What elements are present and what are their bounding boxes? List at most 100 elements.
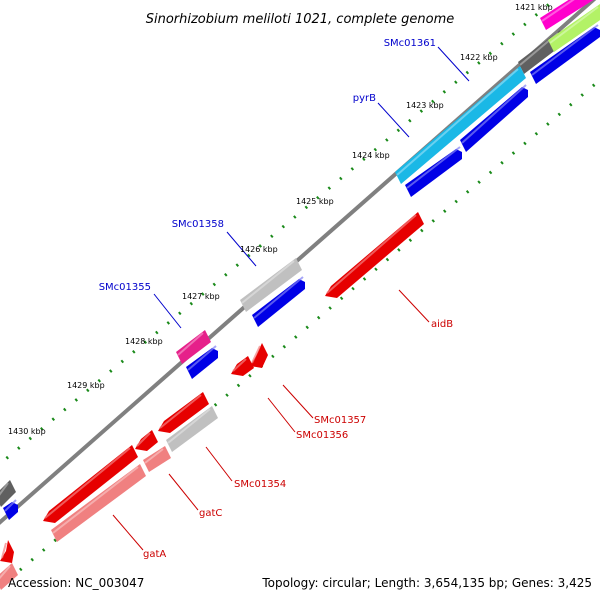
gene-label-gatA: gatA	[143, 549, 166, 560]
gene-block-smc01355	[176, 330, 211, 364]
cds-rev-smc01354-body	[158, 392, 209, 433]
leader-rev-0	[398, 289, 430, 323]
cds-fwd-smc01355-body	[186, 348, 218, 379]
cds-rev-gatC-shine	[136, 432, 151, 447]
genome-summary-text: Topology: circular; Length: 3,654,135 bp…	[261, 576, 592, 590]
cds-fwd-pyrB	[405, 146, 462, 197]
cds-rev-smc01357-shine	[251, 345, 261, 364]
gene-label-gatC: gatC	[199, 508, 222, 519]
tick-label-0: 1421 kbp	[515, 3, 553, 12]
leader-fwd-3	[153, 293, 182, 329]
leader-rev-3	[205, 446, 233, 482]
cds-rev-left-shine	[1, 542, 7, 559]
gene-block-left-light-shine	[0, 565, 11, 580]
tick-label-2: 1423 kbp	[406, 101, 444, 110]
cds-fwd-1423-body	[460, 87, 528, 152]
tick-label-6: 1427 kbp	[182, 292, 220, 301]
leader-rev-5	[112, 514, 144, 551]
gene-block-left-gray	[0, 480, 16, 507]
cds-rev-smc01357	[250, 343, 268, 368]
gene-block-smc01354-gray	[166, 406, 218, 452]
cds-fwd-1423-shine	[461, 84, 527, 144]
cds-fwd-smc01358-shine	[253, 276, 304, 319]
tick-labels: 1421 kbp 1422 kbp 1423 kbp 1424 kbp 1425 kbp…	[8, 3, 553, 436]
gene-block-smc01354-gray-body	[166, 406, 218, 452]
leader-fwd-2	[226, 231, 257, 267]
cds-fwd-1421	[530, 24, 600, 84]
tick-label-4: 1425 kbp	[296, 197, 334, 206]
cds-rev-smc01356-shine	[232, 358, 247, 372]
gene-block-smc01361-shine	[396, 68, 519, 176]
gene-label-SMc01357: SMc01357	[314, 415, 366, 426]
cds-rev-smc01354	[158, 392, 209, 433]
tick-label-7: 1428 kbp	[125, 337, 163, 346]
map-title: Sinorhizobium meliloti 1021, complete ge…	[146, 12, 455, 27]
cds-rev-gatA-shine	[44, 447, 131, 519]
tick-label-8: 1429 kbp	[67, 381, 105, 390]
cds-fwd-pyrB-shine	[406, 146, 461, 189]
gene-block-smc01361	[395, 66, 526, 184]
gene-block-smc01355-shine	[177, 332, 204, 356]
outer-dot-track	[0, 0, 557, 466]
gene-block-1421-magenta-shine	[541, 0, 575, 22]
cds-fwd-smc01358	[252, 276, 305, 327]
cds-rev-smc01354-shine	[159, 394, 202, 429]
gene-label-SMc01355: SMc01355	[99, 282, 151, 293]
gene-label-SMc01358: SMc01358	[172, 219, 224, 230]
gene-label-aidB: aidB	[431, 319, 453, 330]
cds-fwd-pyrB-body	[405, 149, 462, 197]
gene-block-gatA-light	[51, 464, 146, 542]
gene-block-left-light	[0, 563, 18, 590]
gene-block-gatC-light-body	[143, 446, 171, 472]
gene-labels: SMc01361 pyrB SMc01358 SMc01355 aidB SMc01357…	[99, 38, 454, 560]
gene-block-smc01354-gray-shine	[167, 408, 211, 444]
accession-text: Accession: NC_003047	[8, 576, 144, 590]
cds-fwd-1423	[460, 84, 528, 152]
cds-fwd-left-body	[3, 502, 18, 520]
cds-fwd-1421-body	[530, 27, 600, 84]
gene-block-1421-magenta-body	[540, 0, 594, 30]
gene-label-SMc01361: SMc01361	[384, 38, 436, 49]
gene-block-1421-lime	[548, 4, 600, 52]
gene-label-pyrB: pyrB	[353, 93, 376, 104]
cds-fwd-smc01355	[186, 345, 218, 379]
cds-fwd-left	[3, 499, 18, 520]
gene-label-SMc01354: SMc01354	[234, 479, 286, 490]
tick-label-1: 1422 kbp	[460, 53, 498, 62]
cds-fwd-left-shine	[4, 499, 17, 512]
gene-block-smc01358-body	[240, 258, 302, 312]
cds-rev-aidB-body	[325, 212, 424, 298]
gene-block-smc01355-body	[176, 330, 211, 364]
cds-rev-left	[0, 540, 14, 563]
gene-block-left-gray-body	[0, 480, 16, 507]
cds-rev-smc01356-body	[231, 356, 254, 376]
gene-block-smc01361-body	[395, 66, 526, 184]
cds-rev-aidB-shine	[326, 214, 417, 294]
gene-block-gatA-light-body	[51, 464, 146, 542]
cds-rev-gatC	[135, 430, 158, 451]
cds-rev-smc01357-body	[250, 343, 268, 368]
cds-fwd-smc01355-shine	[187, 345, 217, 371]
cds-rev-aidB	[325, 212, 424, 298]
tick-label-5: 1426 kbp	[240, 245, 278, 254]
leader-fwd-1	[377, 102, 410, 138]
cds-rev-smc01356	[231, 356, 254, 376]
cds-fwd-smc01358-body	[252, 279, 305, 327]
label-leader-lines	[112, 46, 470, 551]
tick-label-9: 1430 kbp	[8, 427, 46, 436]
leader-rev-1	[282, 384, 314, 419]
cds-rev-gatA	[43, 445, 138, 523]
gene-block-1421-magenta	[540, 0, 594, 30]
gene-block-gatC-light-shine	[144, 448, 164, 464]
leader-rev-4	[168, 473, 199, 511]
gene-block-gatA-light-shine	[52, 466, 139, 534]
cds-rev-gatC-body	[135, 430, 158, 451]
tick-label-3: 1424 kbp	[352, 151, 390, 160]
gene-block-smc01358-shine	[241, 260, 295, 304]
leader-fwd-0	[437, 46, 470, 82]
cds-rev-gatA-body	[43, 445, 138, 523]
gene-block-smc01358	[240, 258, 302, 312]
gene-block-left-light-body	[0, 563, 18, 590]
